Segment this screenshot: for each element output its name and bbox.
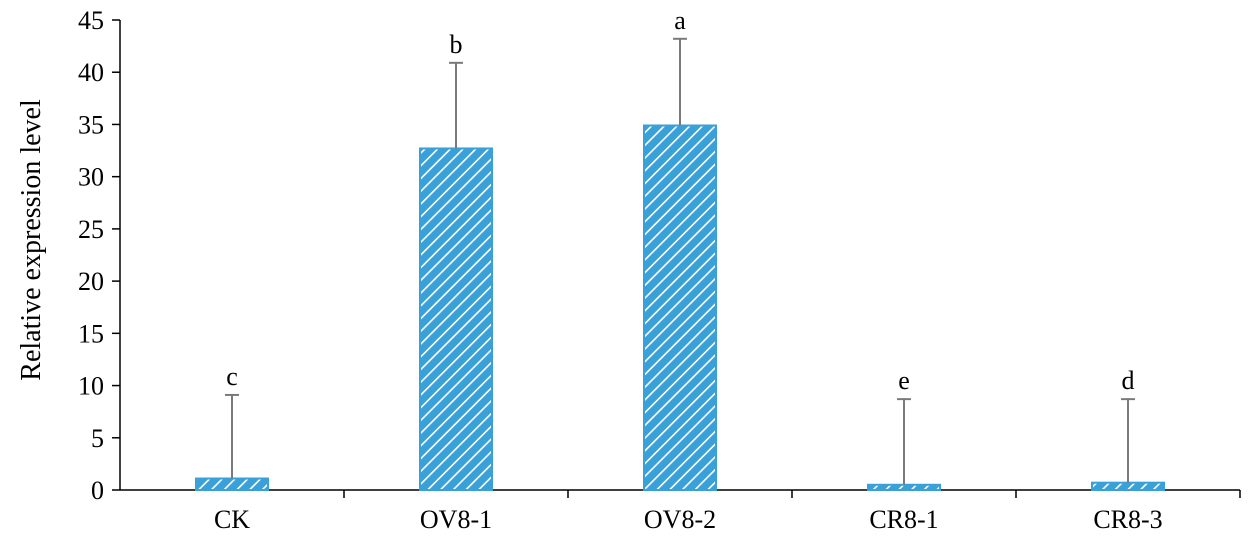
y-tick-label: 0 [91, 476, 104, 505]
bar [867, 483, 941, 491]
y-tick-label: 35 [78, 110, 104, 139]
x-category-label: OV8-2 [644, 505, 716, 534]
y-tick-label: 5 [91, 424, 104, 453]
plot-area: 0 5 10 15 20 25 30 35 40 45 c CK b OV8-1 a OV8-2 e CR8-1 d… [78, 6, 1241, 534]
bar [643, 124, 717, 491]
y-tick-label: 40 [78, 58, 104, 87]
x-category-label: OV8-1 [420, 505, 492, 534]
significance-label: c [226, 362, 238, 391]
significance-label: d [1122, 366, 1135, 395]
y-axis-title: Relative expression level [16, 99, 47, 381]
y-tick-label: 25 [78, 215, 104, 244]
bar [195, 477, 269, 491]
y-tick-label: 20 [78, 267, 104, 296]
x-category-label: CR8-3 [1093, 505, 1162, 534]
significance-label: a [674, 6, 686, 35]
y-tick-label: 30 [78, 163, 104, 192]
y-tick-label: 15 [78, 319, 104, 348]
significance-label: e [898, 366, 910, 395]
y-tick-label: 10 [78, 372, 104, 401]
bar [1091, 481, 1165, 492]
bar [419, 147, 493, 491]
significance-label: b [450, 30, 463, 59]
x-category-label: CK [214, 505, 250, 534]
x-category-label: CR8-1 [869, 505, 938, 534]
y-tick-label: 45 [78, 6, 104, 35]
